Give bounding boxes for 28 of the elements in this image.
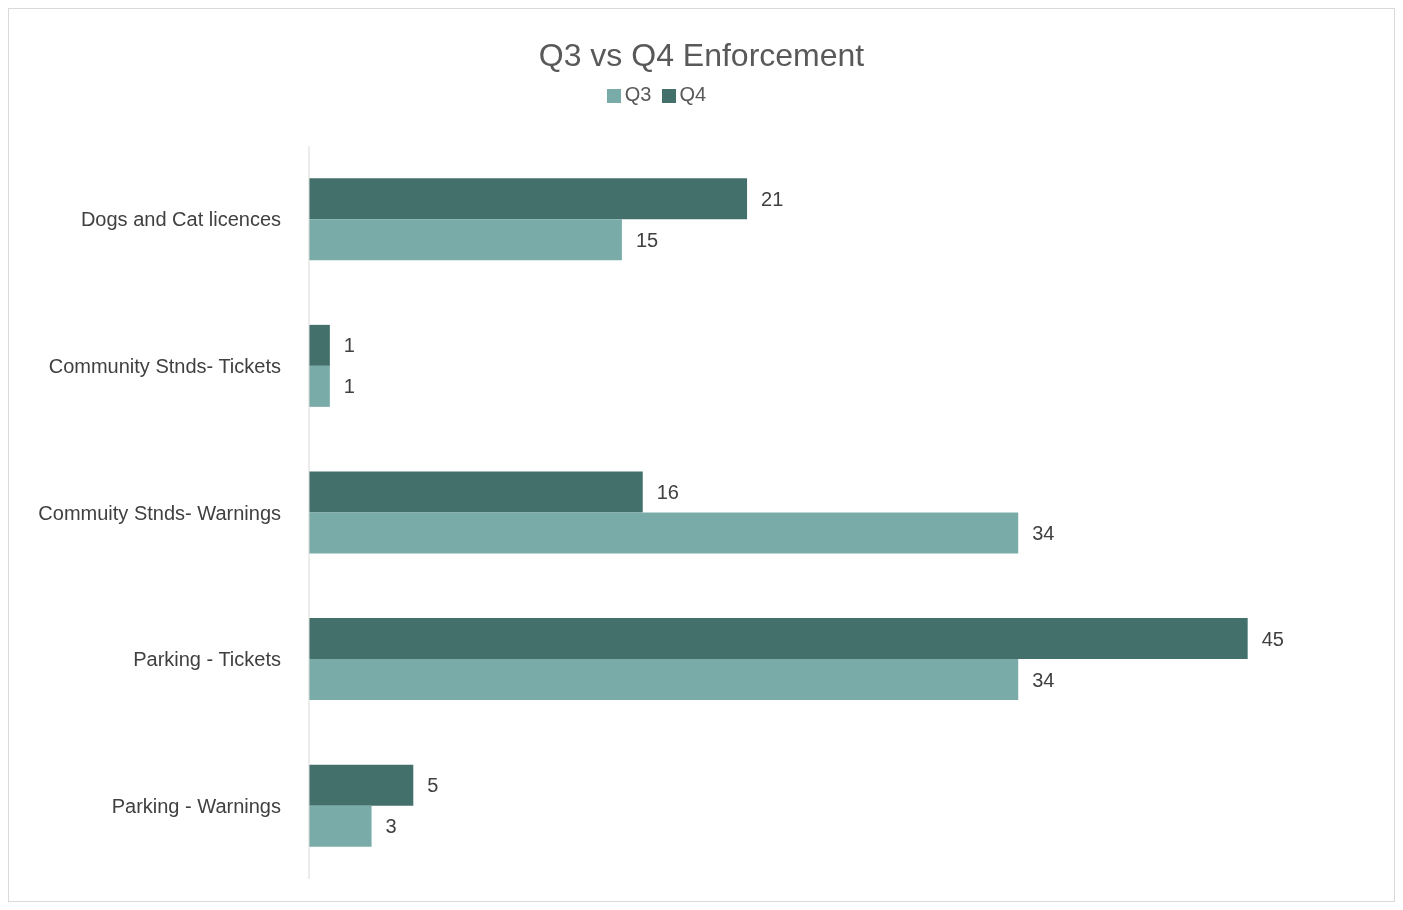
data-label: 21 <box>761 187 784 210</box>
data-label: 34 <box>1032 668 1055 691</box>
data-label: 45 <box>1261 627 1284 650</box>
bar <box>309 324 330 366</box>
data-label: 15 <box>635 228 659 251</box>
data-label: 1 <box>343 375 355 398</box>
data-label: 5 <box>427 774 439 797</box>
y-tick-label: Community Stnds- Tickets <box>48 355 281 377</box>
chart-title: Q3 vs Q4 Enforcement <box>537 36 866 75</box>
y-tick-label: Commuity Stnds- Warnings <box>38 501 281 524</box>
bar <box>309 512 1019 554</box>
legend-label: Q3 <box>624 83 652 105</box>
legend-label: Q4 <box>679 83 707 105</box>
y-tick-label: Parking - Tickets <box>133 648 281 671</box>
bar <box>309 764 414 806</box>
bar <box>309 178 748 220</box>
data-label: 34 <box>1032 522 1055 545</box>
data-label: 16 <box>656 481 679 504</box>
data-label: 1 <box>343 334 355 357</box>
data-label: 3 <box>385 815 397 838</box>
y-tick-label: Dogs and Cat licences <box>80 208 281 231</box>
bar <box>309 618 1248 660</box>
bar <box>309 659 1019 701</box>
bar <box>309 365 330 407</box>
bar <box>309 471 643 513</box>
bar <box>309 805 372 847</box>
bar <box>309 219 622 261</box>
y-tick-label: Parking - Warnings <box>111 794 281 817</box>
